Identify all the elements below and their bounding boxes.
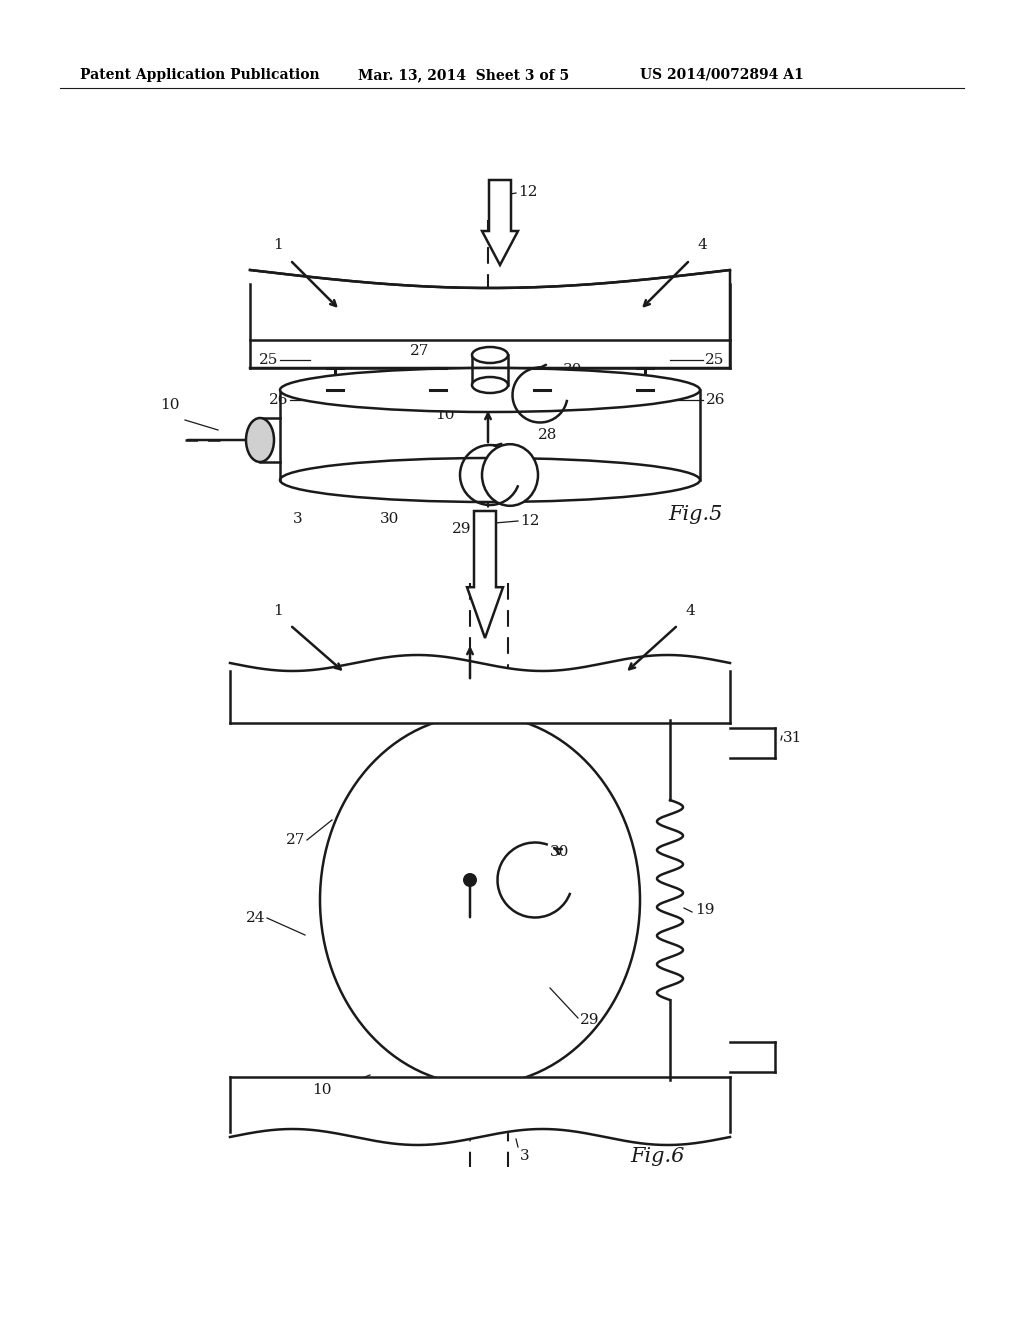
Text: 30: 30 (563, 363, 583, 378)
Polygon shape (250, 271, 730, 368)
Text: 29: 29 (453, 521, 472, 536)
Text: 10: 10 (160, 399, 180, 412)
Text: 4: 4 (685, 605, 695, 618)
Text: Patent Application Publication: Patent Application Publication (80, 69, 319, 82)
Ellipse shape (472, 347, 508, 363)
Text: 4: 4 (697, 238, 707, 252)
Polygon shape (280, 389, 700, 480)
Text: 25: 25 (259, 352, 278, 367)
Text: 25: 25 (705, 352, 724, 367)
Text: 30: 30 (380, 512, 399, 525)
Text: 10: 10 (435, 408, 455, 422)
Text: 1: 1 (273, 238, 283, 252)
Ellipse shape (280, 368, 700, 412)
Text: 27: 27 (411, 345, 430, 358)
Text: 24: 24 (246, 911, 265, 925)
Ellipse shape (246, 418, 274, 462)
Text: 26: 26 (706, 393, 725, 407)
Text: 30: 30 (550, 845, 569, 859)
Text: 19: 19 (695, 903, 715, 917)
Text: Mar. 13, 2014  Sheet 3 of 5: Mar. 13, 2014 Sheet 3 of 5 (358, 69, 569, 82)
Text: 31: 31 (783, 731, 803, 744)
Text: Fig.5: Fig.5 (668, 506, 722, 524)
Ellipse shape (280, 458, 700, 502)
Text: 1: 1 (273, 605, 283, 618)
Text: 10: 10 (312, 1082, 332, 1097)
Polygon shape (482, 180, 518, 265)
Text: 3: 3 (520, 1148, 529, 1163)
Text: 27: 27 (286, 833, 305, 847)
Text: 28: 28 (538, 428, 557, 442)
Ellipse shape (472, 378, 508, 393)
Ellipse shape (482, 445, 538, 506)
Circle shape (463, 873, 477, 887)
Polygon shape (250, 271, 730, 368)
Polygon shape (467, 511, 503, 638)
Text: 12: 12 (520, 513, 540, 528)
Text: 3: 3 (293, 512, 303, 525)
Text: 26: 26 (268, 393, 288, 407)
Text: 29: 29 (580, 1012, 599, 1027)
Text: US 2014/0072894 A1: US 2014/0072894 A1 (640, 69, 804, 82)
Text: 24: 24 (640, 393, 659, 407)
Text: Fig.6: Fig.6 (630, 1147, 684, 1167)
Text: 12: 12 (518, 185, 538, 199)
Ellipse shape (319, 715, 640, 1085)
